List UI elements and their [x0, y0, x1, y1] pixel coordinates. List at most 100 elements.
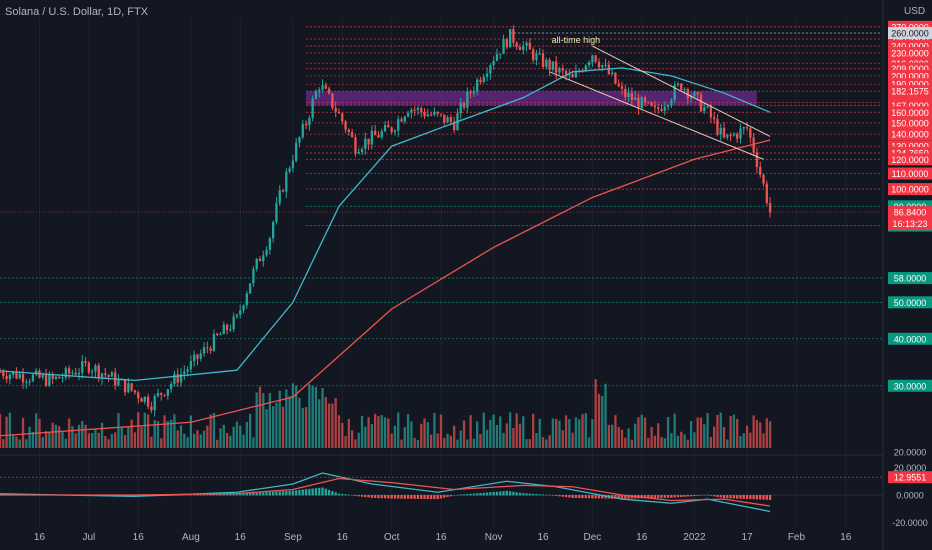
- volume-bar: [235, 421, 239, 448]
- volume-bar: [443, 438, 446, 448]
- volume-bar: [416, 439, 420, 448]
- macd-bar: [591, 495, 594, 499]
- candle-body: [153, 396, 156, 411]
- macd-bar: [393, 495, 397, 499]
- candle-body: [736, 133, 739, 139]
- candle-body: [406, 113, 410, 117]
- macd-bar: [696, 495, 699, 496]
- resistance-level-label: 100.0000: [888, 183, 932, 196]
- macd-bar: [202, 494, 206, 496]
- candle-body: [160, 392, 163, 395]
- candle-body: [531, 49, 535, 61]
- chart-title: Solana / U.S. Dollar, 1D, FTX: [5, 6, 149, 18]
- candle-body: [77, 372, 81, 375]
- candle-body: [110, 372, 114, 377]
- macd-bar: [495, 491, 499, 496]
- volume-bar: [518, 423, 522, 448]
- volume-bar: [225, 433, 229, 448]
- candle-body: [380, 131, 383, 138]
- volume-bar: [209, 414, 212, 448]
- volume-bar: [206, 425, 209, 448]
- macd-bar: [400, 495, 403, 499]
- macd-bar: [581, 495, 584, 499]
- macd-bar: [364, 495, 367, 498]
- candle-body: [584, 65, 587, 72]
- candle-body: [268, 238, 272, 250]
- candle-body: [403, 116, 406, 122]
- volume-bar: [156, 421, 160, 448]
- candle-body: [130, 383, 133, 391]
- macd-bar: [745, 495, 749, 500]
- macd-bar: [426, 495, 429, 500]
- macd-bar: [387, 495, 390, 499]
- volume-bar: [624, 437, 627, 448]
- volume-bar: [699, 417, 703, 448]
- macd-bar: [370, 495, 374, 498]
- volume-bar: [614, 415, 617, 448]
- macd-bar: [485, 492, 489, 496]
- candle-body: [245, 293, 248, 306]
- volume-bar: [508, 412, 512, 448]
- countdown-text: 16:13:23: [892, 219, 927, 229]
- macd-bar: [199, 494, 202, 496]
- macd-bar: [683, 495, 686, 497]
- candle-body: [272, 221, 275, 239]
- macd-bar: [624, 495, 627, 499]
- macd-bar: [713, 495, 716, 497]
- volume-bar: [762, 433, 765, 448]
- macd-bar: [729, 495, 732, 499]
- volume-bar: [100, 422, 104, 448]
- macd-bar: [235, 493, 239, 496]
- support-level-label: 50.0000: [888, 296, 932, 309]
- volume-bar: [229, 435, 232, 448]
- macd-bar: [594, 495, 597, 499]
- candle-body: [548, 59, 551, 70]
- macd-bar: [489, 492, 492, 496]
- volume-bar: [199, 434, 202, 448]
- candle-body: [225, 324, 229, 330]
- volume-bar: [374, 413, 377, 448]
- macd-bar: [410, 495, 413, 499]
- volume-bar: [311, 385, 314, 448]
- volume-bar: [528, 439, 532, 448]
- volume-bar: [166, 420, 169, 448]
- volume-bar: [130, 419, 133, 448]
- volume-bar: [308, 384, 311, 448]
- macd-bar: [709, 495, 713, 496]
- volume-bar: [5, 416, 8, 448]
- candle-body: [341, 113, 344, 122]
- candle-body: [25, 381, 28, 383]
- support-level-label: 58.0000: [888, 272, 932, 285]
- volume-bar: [647, 438, 650, 448]
- volume-bar: [522, 416, 525, 448]
- volume-bar: [505, 423, 508, 448]
- macd-bar: [436, 495, 439, 500]
- x-tick-label: 16: [133, 532, 145, 543]
- macd-bar: [528, 493, 532, 496]
- macd-bar: [617, 495, 620, 499]
- support-level-label: 30.0000: [888, 379, 932, 392]
- macd-bar: [726, 495, 729, 499]
- volume-bar: [173, 414, 176, 448]
- candle-body: [5, 376, 8, 380]
- volume-bar: [387, 418, 390, 448]
- volume-bar: [133, 432, 137, 448]
- volume-bar: [212, 412, 216, 448]
- volume-bar: [729, 416, 732, 448]
- macd-bar: [186, 494, 189, 496]
- volume-bar: [196, 430, 199, 448]
- volume-bar: [331, 403, 334, 448]
- candle-body: [459, 103, 462, 114]
- macd-bar: [676, 495, 680, 498]
- candle-body: [304, 123, 308, 126]
- candle-body: [657, 107, 660, 109]
- volume-bar: [285, 389, 288, 448]
- macd-bar: [278, 491, 281, 496]
- volume-bar: [64, 438, 67, 448]
- volume-bar: [41, 437, 44, 448]
- candle-body: [350, 132, 354, 138]
- volume-bar: [12, 435, 15, 448]
- volume-bar: [489, 419, 492, 448]
- macd-bar: [456, 494, 459, 496]
